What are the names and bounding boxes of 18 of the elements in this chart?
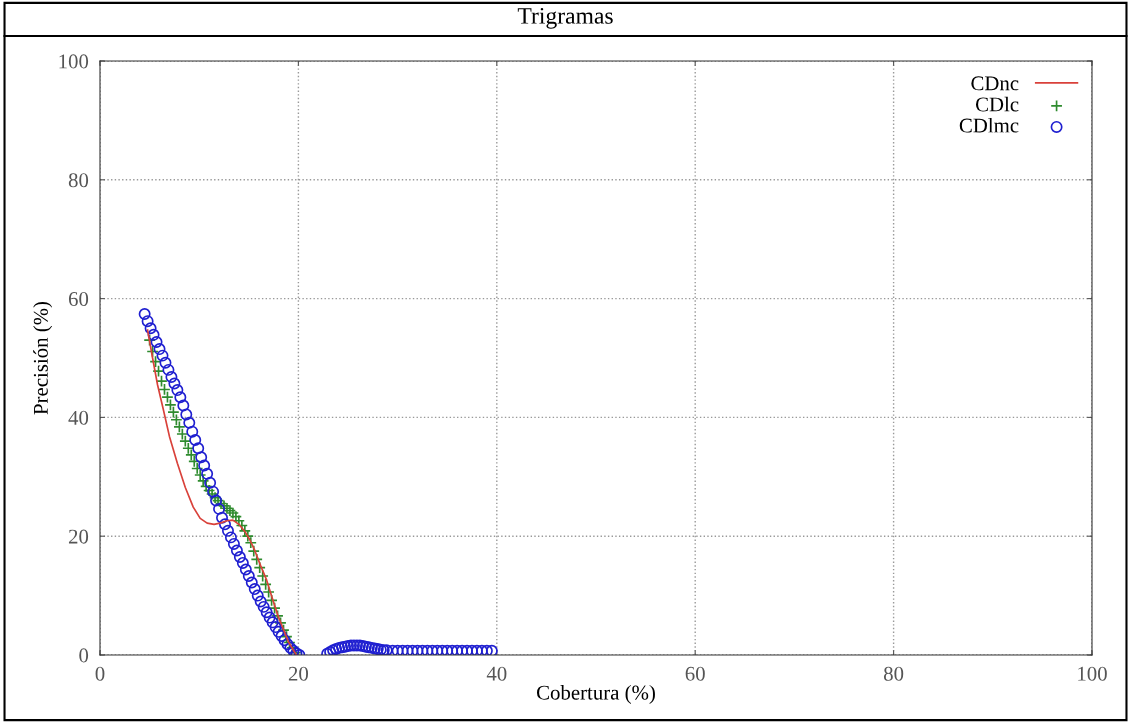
x-tick-label: 0: [95, 666, 105, 681]
x-tick-label: 20: [288, 666, 309, 681]
legend-label: CDlc: [975, 96, 1019, 112]
x-tick-label: 80: [883, 666, 904, 681]
y-tick-label: 80: [68, 173, 89, 188]
y-axis-title: Precisión (%): [33, 301, 53, 415]
legend-label: CDnc: [971, 76, 1019, 91]
y-tick-label: 100: [59, 54, 89, 69]
y-tick-label: 0: [79, 648, 89, 663]
legend-label: CDlmc: [959, 117, 1019, 133]
x-tick-label: 40: [486, 666, 507, 681]
y-tick-label: 60: [68, 291, 89, 307]
chart-title: Trigramas: [517, 7, 613, 29]
x-tick-label: 100: [1078, 666, 1107, 681]
x-tick-label: 60: [685, 666, 705, 681]
x-axis-title: Cobertura (%): [536, 685, 655, 704]
y-tick-label: 40: [68, 410, 89, 425]
y-tick-label: 20: [68, 529, 89, 544]
